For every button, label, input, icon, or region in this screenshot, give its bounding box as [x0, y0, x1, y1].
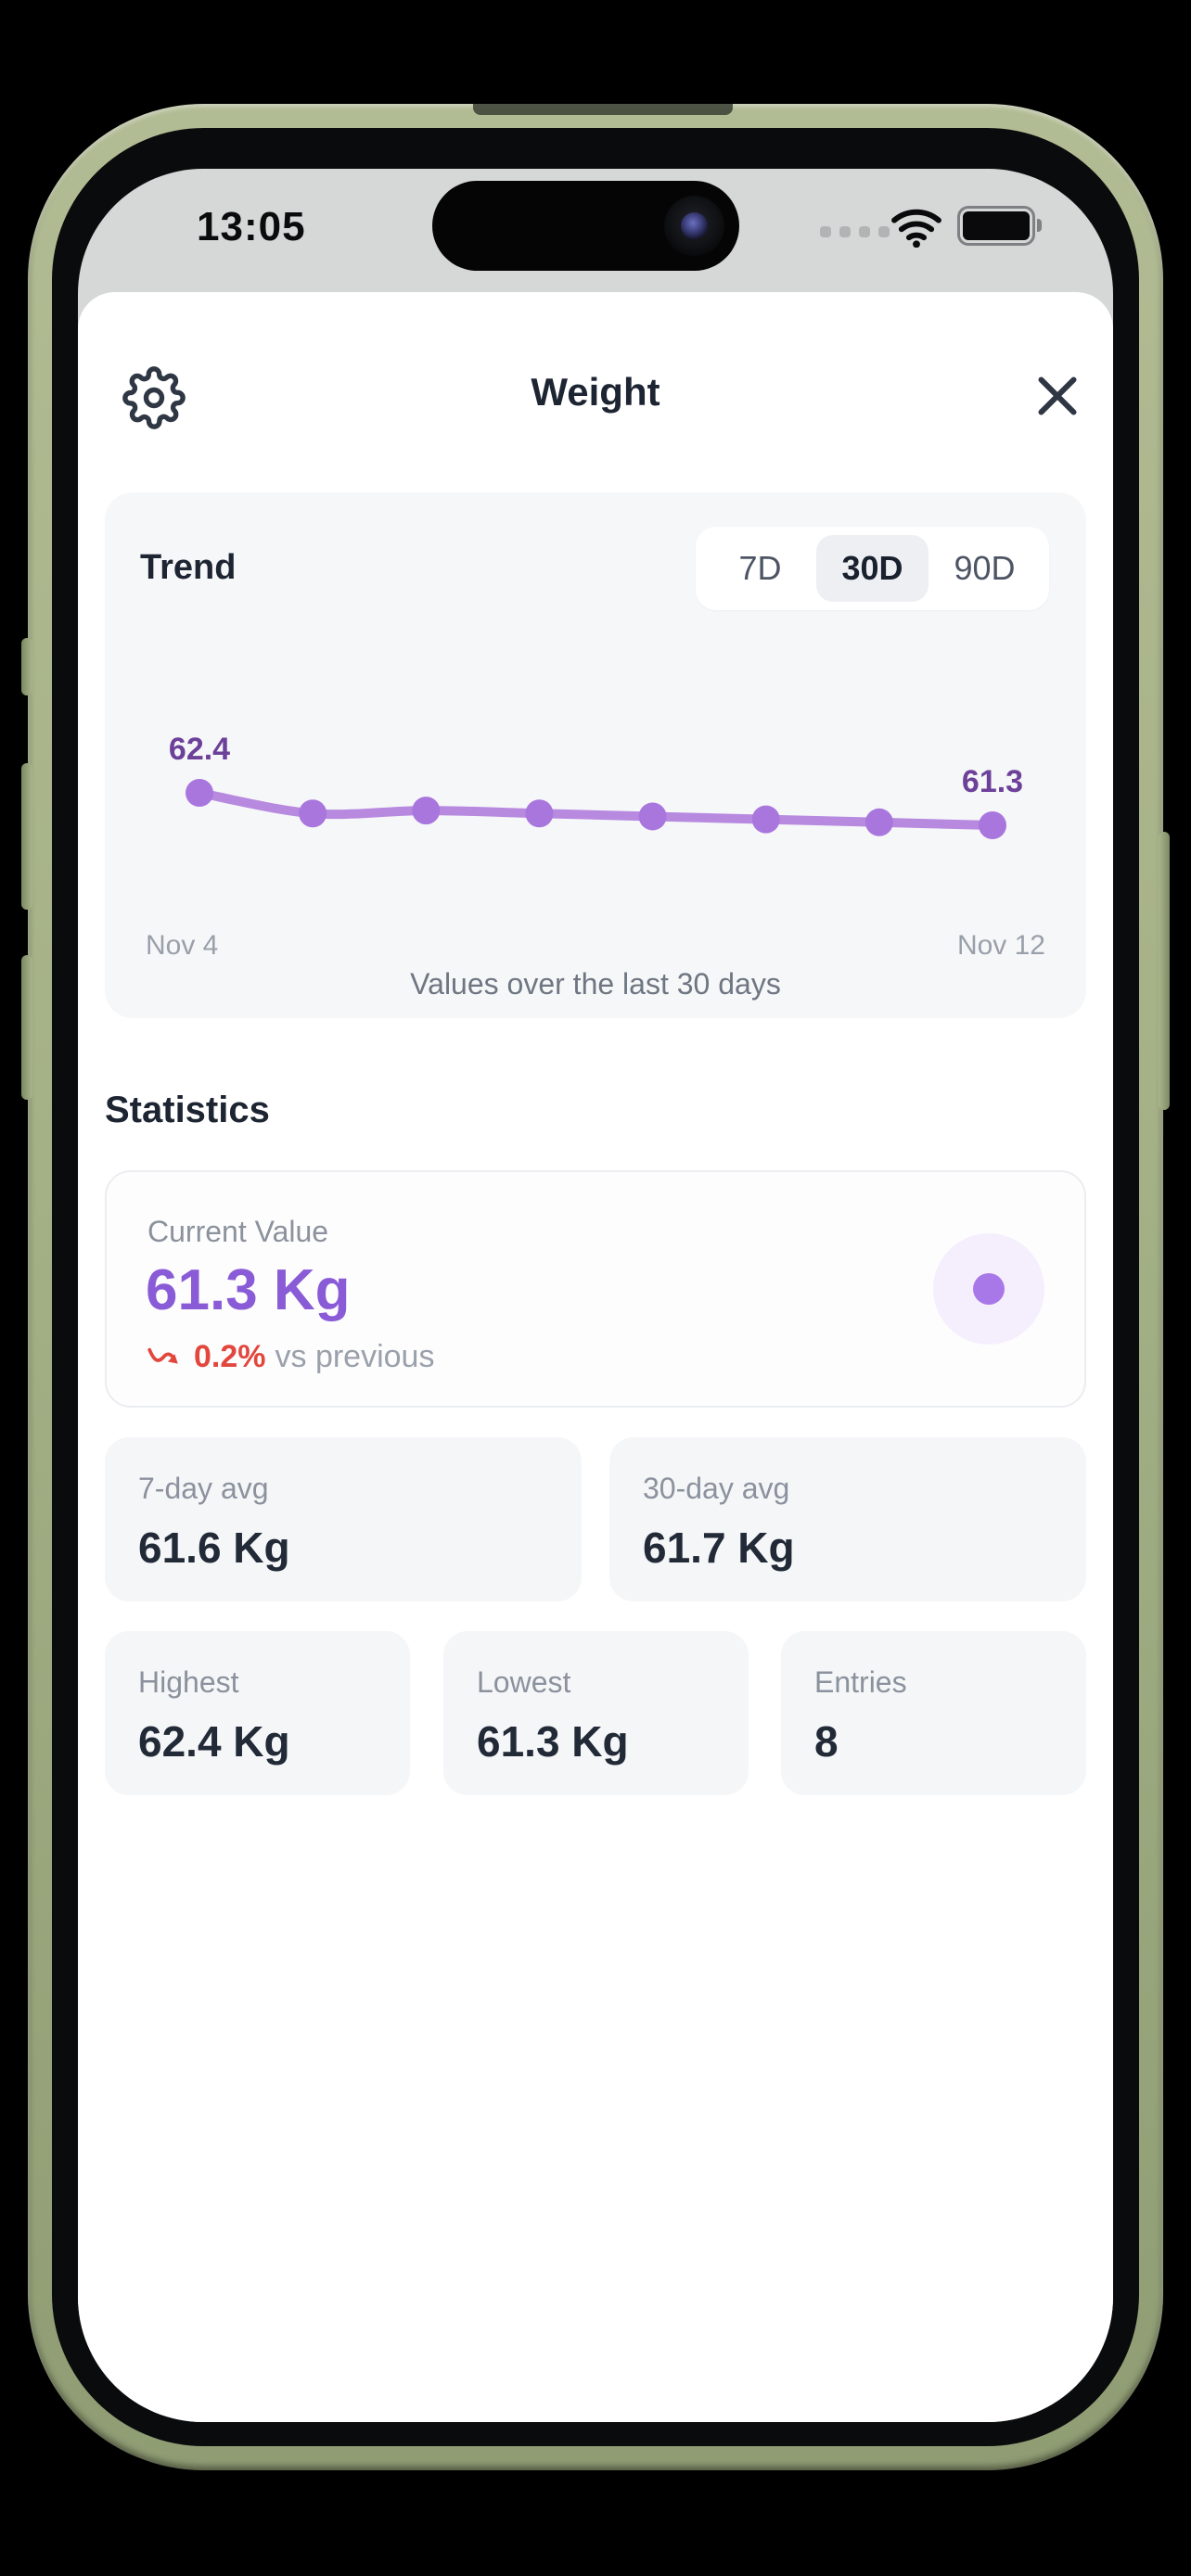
svg-text:61.3: 61.3	[962, 764, 1023, 799]
close-button[interactable]	[1030, 368, 1085, 424]
current-value-label: Current Value	[147, 1215, 329, 1248]
stat-card-lowest: Lowest 61.3 Kg	[443, 1631, 749, 1795]
stat-value: 61.7 Kg	[643, 1524, 795, 1572]
antenna-band	[473, 104, 733, 115]
status-time: 13:05	[197, 204, 306, 249]
stat-value: 8	[814, 1717, 839, 1766]
metric-accent-circle	[933, 1233, 1044, 1345]
stat-value: 61.3 Kg	[477, 1717, 629, 1766]
x-axis-start-label: Nov 4	[146, 930, 219, 961]
battery-fill	[963, 211, 1030, 240]
dynamic-island	[432, 181, 739, 271]
trend-line-chart: 62.4 61.3	[169, 732, 1023, 839]
statistics-heading: Statistics	[105, 1090, 270, 1130]
volume-up-button	[21, 763, 32, 910]
phone-screen: 13:05	[78, 169, 1113, 2422]
stat-label: Entries	[814, 1665, 907, 1699]
stat-label: 7-day avg	[138, 1472, 269, 1505]
camera-lens	[681, 212, 708, 239]
battery-icon	[957, 206, 1042, 246]
settings-button[interactable]	[122, 366, 186, 429]
stat-value: 61.6 Kg	[138, 1524, 290, 1572]
chart-caption: Values over the last 30 days	[410, 967, 781, 1001]
stat-label: Highest	[138, 1665, 239, 1699]
cellular-signal-dots-icon	[820, 226, 890, 237]
stat-label: Lowest	[477, 1665, 571, 1699]
stat-value: 62.4 Kg	[138, 1717, 290, 1766]
stat-label: 30-day avg	[643, 1472, 790, 1505]
phone-bezel: 13:05	[52, 128, 1139, 2446]
phone-mockup: 13:05	[21, 104, 1170, 2470]
change-suffix: vs previous	[275, 1339, 435, 1374]
stat-card-30day-avg: 30-day avg 61.7 Kg	[609, 1437, 1086, 1601]
current-value: 61.3 Kg	[146, 1258, 351, 1322]
trend-card-title: Trend	[140, 548, 237, 587]
stat-card-7day-avg: 7-day avg 61.6 Kg	[105, 1437, 582, 1601]
x-axis-end-label: Nov 12	[956, 930, 1045, 961]
tab-90d[interactable]: 90D	[954, 549, 1016, 587]
stat-card-highest: Highest 62.4 Kg	[105, 1631, 410, 1795]
weight-modal-sheet: Weight Trend 7D 30D 90D 62.4 61.3	[78, 292, 1113, 2422]
change-percent: 0.2%	[194, 1339, 266, 1374]
trending-down-icon	[147, 1344, 185, 1371]
range-segmented-control: 7D 30D 90D	[696, 527, 1049, 610]
svg-text:62.4: 62.4	[169, 732, 230, 767]
power-button	[1159, 832, 1170, 1110]
wifi-icon	[890, 205, 942, 252]
tab-30d[interactable]: 30D	[816, 535, 928, 602]
page-title: Weight	[531, 370, 660, 414]
action-button	[21, 638, 32, 695]
stat-card-entries: Entries 8	[781, 1631, 1086, 1795]
trend-card: Trend 7D 30D 90D 62.4 61.3 Nov 4 Nov 12 V…	[105, 492, 1086, 1018]
front-camera-icon	[664, 196, 724, 256]
tab-7d[interactable]: 7D	[738, 549, 782, 587]
current-value-card: Current Value 61.3 Kg 0.2% vs previous	[105, 1170, 1086, 1408]
volume-down-button	[21, 955, 32, 1100]
battery-nub	[1037, 219, 1042, 232]
metric-accent-dot	[973, 1273, 1005, 1305]
change-row: 0.2% vs previous	[147, 1339, 434, 1375]
